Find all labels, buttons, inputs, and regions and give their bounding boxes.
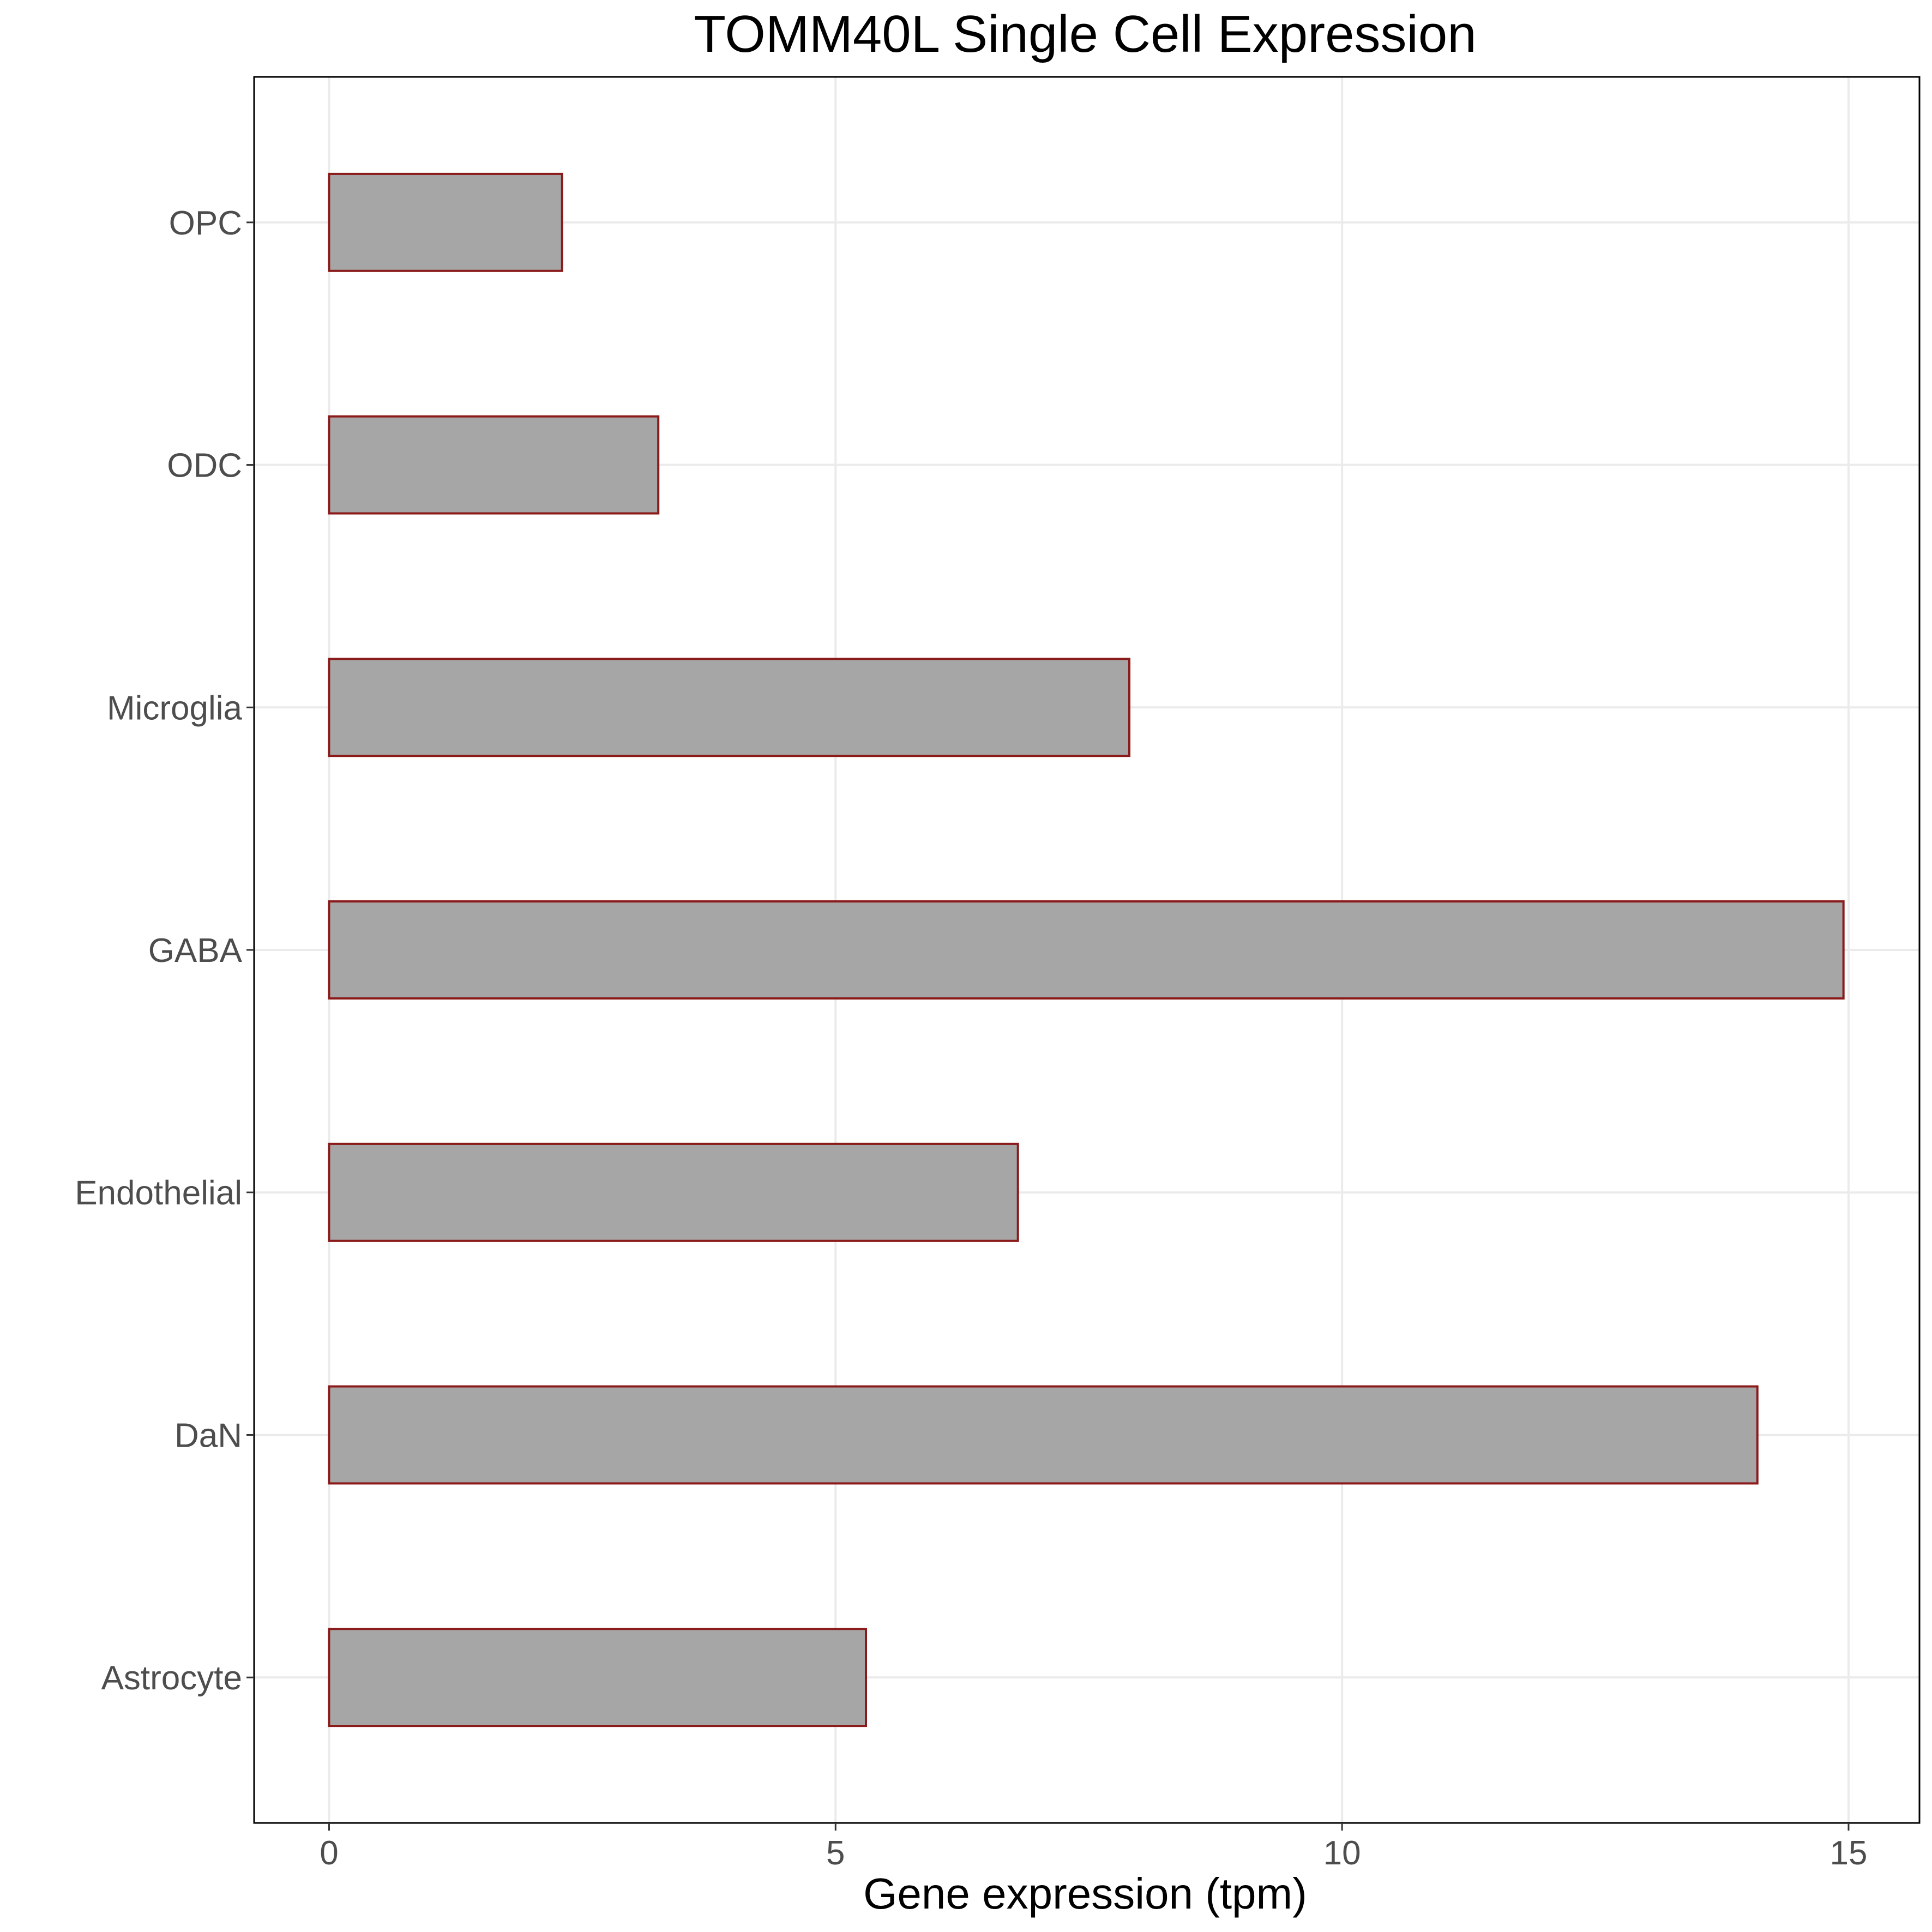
bar-microglia [328, 658, 1131, 757]
y-tick-label-opc: OPC [169, 204, 242, 242]
y-tick-label-endothelial: Endothelial [75, 1175, 242, 1212]
bar-dan [328, 1385, 1759, 1485]
x-axis-title: Gene expression (tpm) [863, 1869, 1307, 1918]
chart-title: TOMM40L Single Cell Expression [694, 5, 1476, 63]
x-tick-label-0: 0 [320, 1834, 338, 1872]
bars [328, 172, 1845, 1728]
x-tick-label-10: 10 [1323, 1834, 1361, 1872]
y-tick-label-astrocyte: Astrocyte [101, 1659, 242, 1697]
bar-odc [328, 415, 660, 515]
y-axis: Astrocyte DaN Endothelial GABA Microglia ODC O… [75, 204, 254, 1697]
x-axis: 0 5 10 15 [320, 1823, 1867, 1872]
bar-opc [328, 172, 563, 272]
bar-gaba [328, 900, 1845, 1000]
bar-astrocyte [328, 1628, 868, 1728]
y-tick-label-odc: ODC [167, 447, 242, 485]
bar-endothelial [328, 1142, 1019, 1242]
x-tick-label-5: 5 [826, 1834, 845, 1872]
x-tick-label-15: 15 [1829, 1834, 1867, 1872]
y-tick-label-microglia: Microglia [107, 689, 243, 727]
y-tick-label-gaba: GABA [148, 932, 243, 970]
y-tick-label-dan: DaN [174, 1417, 242, 1454]
